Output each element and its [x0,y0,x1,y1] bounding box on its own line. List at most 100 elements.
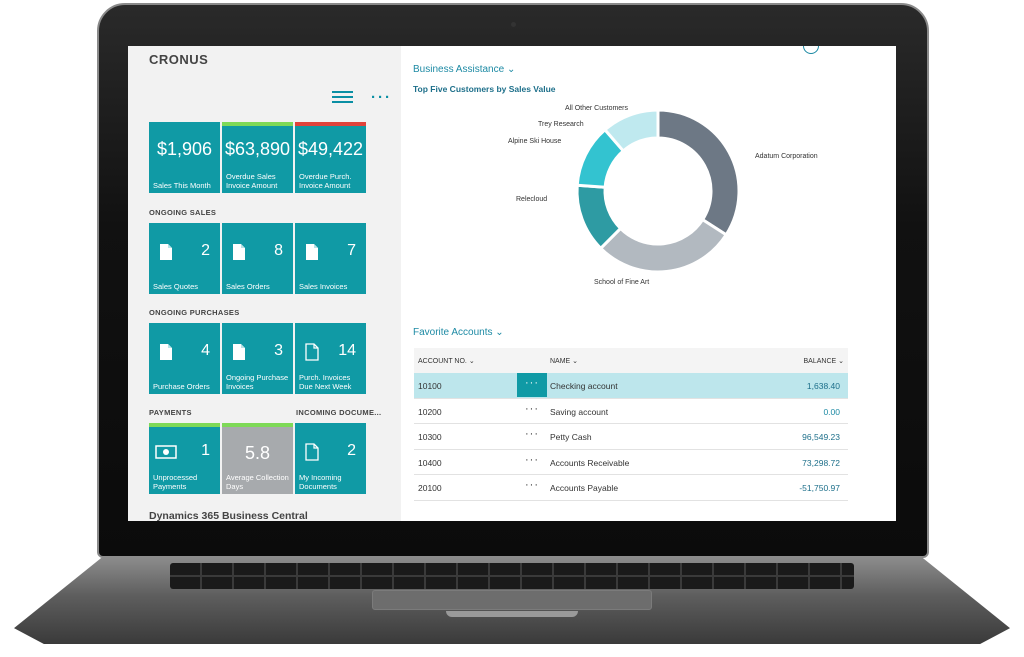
tile-value: 2 [347,442,356,459]
tile-value: 8 [274,242,283,259]
slice-label: Alpine Ski House [508,138,562,145]
slice-label: Adatum Corporation [755,153,818,160]
status-bar [222,122,293,126]
row-actions-icon[interactable]: ··· [517,373,547,397]
tile-average-collection-days[interactable]: 5.8 Average Collection Days [222,423,293,494]
tile-sales-invoices[interactable]: 7 Sales Invoices [295,223,366,294]
slice-all-other-customers[interactable] [602,108,660,154]
row-actions-icon[interactable]: ··· [525,479,539,491]
slice-label: All Other Customers [565,105,629,112]
account-balance[interactable]: 0.00 [823,406,840,417]
tile-unprocessed-payments[interactable]: 1 Unprocessed Payments [149,423,220,494]
tile-value: 1 [201,442,210,459]
account-balance[interactable]: 73,298.72 [802,457,840,468]
tile-caption: Unprocessed Payments [153,473,198,491]
account-name: Petty Cash [550,432,592,442]
chevron-down-icon: ⌄ [506,64,516,75]
slice-label: Trey Research [538,121,584,128]
chevron-down-icon: ⌄ [495,327,504,338]
base-lip [446,611,578,617]
favorite-accounts-header[interactable]: Favorite Accounts ⌄ [413,327,504,338]
table-row[interactable]: 10400 ··· Accounts Receivable 73,298.72 [414,450,848,475]
tile-value: 14 [338,342,356,359]
role-center-pane: CRONUS ··· $1,906 Sales This Month $63,8… [128,46,401,521]
document-icon [305,343,319,361]
tile-overdue-purch-invoice[interactable]: $49,422 Overdue Purch. Invoice Amount [295,122,366,193]
slice-label: School of Fine Art [594,279,650,286]
tile-value: 2 [201,242,210,259]
table-row[interactable]: 10100 ··· Checking account 1,638.40 [414,373,848,399]
tile-caption: Purch. Invoices Due Next Week [299,373,352,391]
tile-sales-this-month[interactable]: $1,906 Sales This Month [149,122,220,193]
document-icon [306,244,318,260]
section-ongoing-sales: ONGOING SALES [149,208,217,217]
tile-value: $49,422 [297,139,364,159]
tile-caption: Sales Orders [226,282,270,291]
payment-icon [155,445,177,459]
business-assistance-header[interactable]: Business Assistance ⌄ [413,64,515,75]
hamburger-menu-icon[interactable] [332,91,353,105]
account-name: Accounts Receivable [550,457,630,468]
tile-purchase-orders[interactable]: 4 Purchase Orders [149,323,220,394]
document-icon [160,244,172,260]
account-balance[interactable]: 96,549.23 [802,432,840,442]
tile-caption: Ongoing Purchase Invoices [226,373,289,391]
tile-value: 7 [347,242,356,259]
tile-caption: Overdue Purch. Invoice Amount [299,172,352,190]
table-row[interactable]: 10300 ··· Petty Cash 96,549.23 [414,424,848,450]
favorite-accounts-table: ACCOUNT NO. ⌄ NAME ⌄ BALANCE ⌄ 10100 ··· C… [414,348,848,501]
company-name: CRONUS [149,52,209,67]
table-header: ACCOUNT NO. ⌄ NAME ⌄ BALANCE ⌄ [414,348,848,373]
tile-sales-quotes[interactable]: 2 Sales Quotes [149,223,220,294]
account-name: Accounts Payable [550,483,619,493]
column-balance[interactable]: BALANCE ⌄ [803,358,845,365]
tile-caption: Sales This Month [153,181,211,190]
row-actions-icon[interactable]: ··· [525,402,539,415]
column-name[interactable]: NAME ⌄ [550,358,579,365]
document-icon [305,443,319,461]
screen: CRONUS ··· $1,906 Sales This Month $63,8… [128,46,896,521]
tile-purch-invoices-due-next-week[interactable]: 14 Purch. Invoices Due Next Week [295,323,366,394]
row-actions-icon[interactable]: ··· [525,453,539,466]
column-account-no[interactable]: ACCOUNT NO. ⌄ [418,358,475,365]
camera [511,22,516,27]
tile-caption: Purchase Orders [153,382,210,391]
table-row[interactable]: 20100 ··· Accounts Payable -51,750.97 [414,475,848,501]
table-row[interactable]: 10200 ··· Saving account 0.00 [414,399,848,424]
tile-caption: Sales Quotes [153,282,199,291]
account-no: 20100 [418,483,442,493]
section-payments: PAYMENTS [149,408,192,417]
status-bar [222,423,293,427]
document-icon [233,344,245,360]
section-incoming-documents: INCOMING DOCUME... [296,408,382,417]
chart-title: Top Five Customers by Sales Value [413,84,556,94]
document-icon [233,244,245,260]
account-no: 10100 [418,381,442,391]
tile-overdue-sales-invoice[interactable]: $63,890 Overdue Sales Invoice Amount [222,122,293,193]
more-options-icon[interactable]: ··· [371,89,392,106]
tile-caption: Overdue Sales Invoice Amount [226,172,278,190]
product-name: Dynamics 365 Business Central [149,510,308,521]
account-balance[interactable]: 1,638.40 [806,381,840,391]
slice-adatum-corporation[interactable] [656,108,741,237]
tile-my-incoming-documents[interactable]: 2 My Incoming Documents [295,423,366,494]
favorite-accounts-label: Favorite Accounts [413,327,493,338]
tile-value: $1,906 [156,139,213,159]
tile-value: $63,890 [224,139,291,159]
account-no: 10400 [418,457,442,468]
section-ongoing-purchases: ONGOING PURCHASES [149,308,240,317]
status-bar [149,423,220,427]
tile-value: 5.8 [244,443,271,463]
account-balance[interactable]: -51,750.97 [799,483,840,493]
account-name: Checking account [550,381,618,391]
tile-caption: My Incoming Documents [299,473,342,491]
keyboard [170,563,854,589]
tile-sales-orders[interactable]: 8 Sales Orders [222,223,293,294]
tile-value: 4 [201,342,210,359]
tile-caption: Average Collection Days [226,473,289,491]
document-icon [160,344,172,360]
row-actions-icon[interactable]: ··· [525,428,539,440]
status-bar [295,122,366,126]
tile-ongoing-purchase-invoices[interactable]: 3 Ongoing Purchase Invoices [222,323,293,394]
